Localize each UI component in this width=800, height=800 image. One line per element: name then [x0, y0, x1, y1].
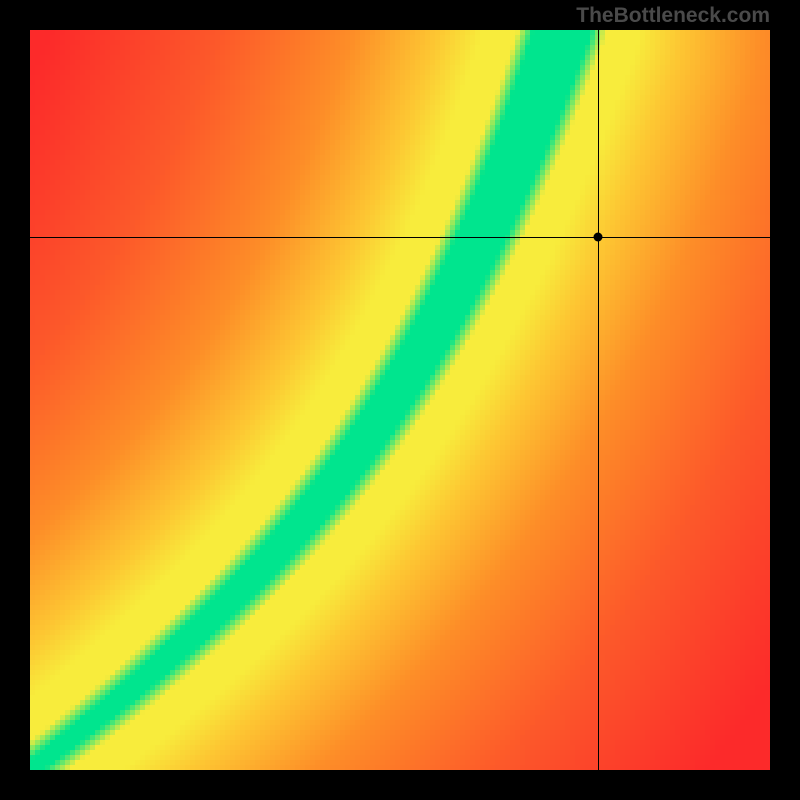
- heatmap-canvas: [30, 30, 770, 770]
- crosshair-marker[interactable]: [593, 233, 602, 242]
- heatmap-plot: [30, 30, 770, 770]
- crosshair-horizontal: [30, 237, 770, 238]
- watermark-text: TheBottleneck.com: [576, 4, 770, 28]
- crosshair-vertical: [598, 30, 599, 770]
